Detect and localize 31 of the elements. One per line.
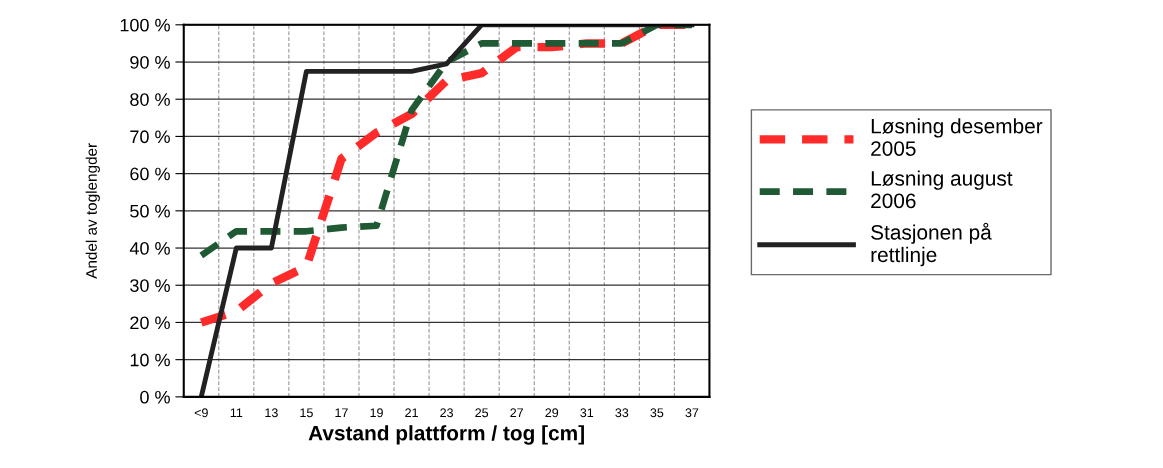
x-axis-title: Avstand plattform / tog [cm] bbox=[308, 425, 584, 445]
legend-label: Løsning desember 2005 bbox=[871, 118, 1043, 156]
x-tick-label: 31 bbox=[580, 408, 594, 418]
x-tick-label: 29 bbox=[545, 408, 559, 418]
legend-label: Stasjonen på rettlinje bbox=[871, 222, 992, 267]
x-tick-label: 11 bbox=[230, 408, 243, 418]
x-tick-label: 23 bbox=[440, 408, 453, 418]
y-axis-title: Andel av toglengder bbox=[85, 143, 100, 279]
y-tick-label: 100 % bbox=[120, 18, 170, 32]
y-tick-label: 90 % bbox=[130, 55, 170, 69]
x-tick-label: 19 bbox=[370, 408, 383, 418]
x-tick-label: 21 bbox=[405, 408, 418, 418]
x-tick-label: <9 bbox=[194, 408, 208, 418]
x-tick-label: 37 bbox=[685, 408, 699, 418]
x-tick-label: 33 bbox=[615, 408, 629, 418]
y-tick-label: 0 % bbox=[140, 390, 170, 404]
y-tick-label: 30 % bbox=[130, 279, 170, 292]
x-tick-label: 25 bbox=[475, 408, 489, 418]
y-tick-label: 80 % bbox=[130, 93, 170, 106]
y-tick-label: 60 % bbox=[130, 167, 170, 181]
legend-label: Løsning august 2006 bbox=[871, 170, 1013, 209]
x-tick-label: 13 bbox=[265, 408, 278, 418]
y-tick-label: 50 % bbox=[130, 204, 170, 218]
x-tick-label: 27 bbox=[510, 408, 524, 418]
x-tick-label: 17 bbox=[335, 408, 348, 418]
y-tick-label: 20 % bbox=[130, 316, 170, 330]
y-tick-label: 10 % bbox=[130, 353, 170, 367]
x-tick-label: 15 bbox=[300, 408, 313, 418]
x-tick-label: 35 bbox=[650, 408, 664, 418]
y-tick-label: 40 % bbox=[129, 241, 170, 255]
y-tick-label: 70 % bbox=[130, 130, 170, 144]
